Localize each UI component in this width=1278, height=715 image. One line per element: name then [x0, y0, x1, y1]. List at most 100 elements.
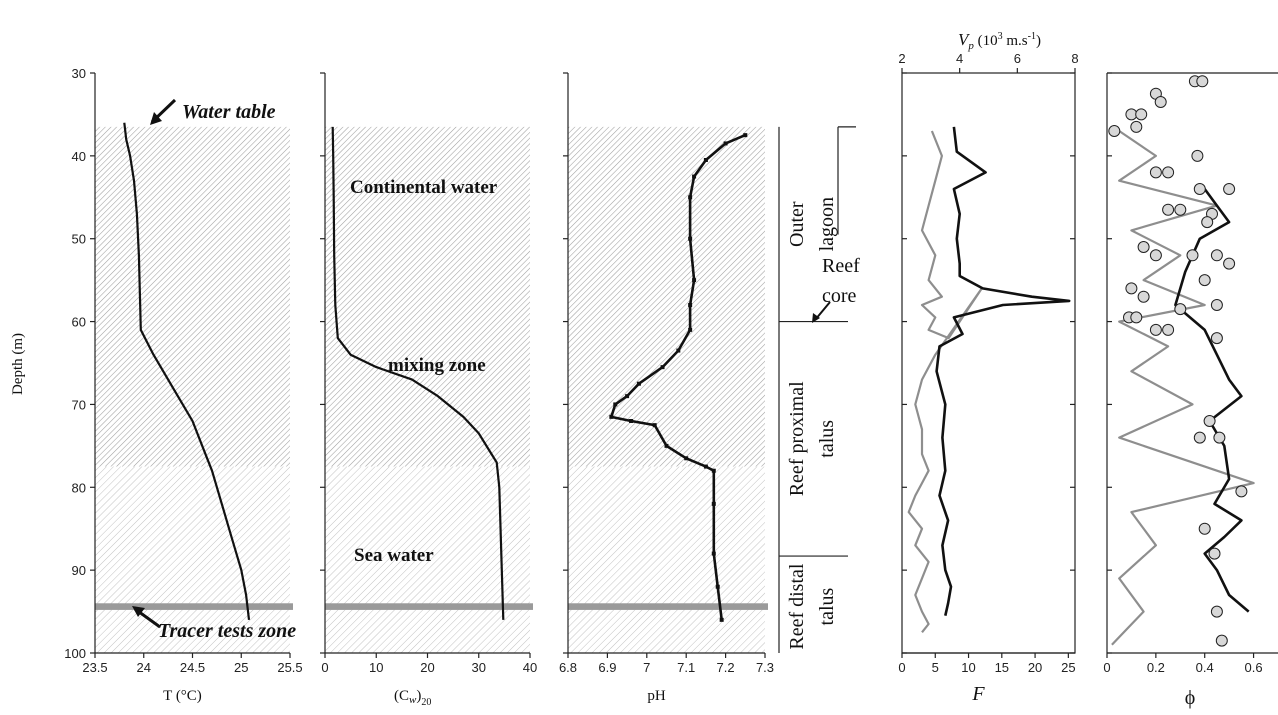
- phi-circle-point: [1108, 125, 1121, 137]
- zone-sea-water: [568, 466, 765, 653]
- ph-point: [676, 348, 681, 353]
- ph-point: [715, 584, 720, 589]
- ph-point: [652, 423, 657, 428]
- porosity-panel: 0 0.2 0.4 0.6 ϕ: [1103, 72, 1278, 709]
- ph-panel: 6.8 6.9 7 7.1 7.2 7.3 pH: [559, 72, 774, 704]
- x-tick-label: 0.2: [1147, 660, 1165, 675]
- tracer-tests-annotation: Tracer tests zone: [132, 606, 296, 642]
- vp-tick-label: 4: [956, 51, 963, 66]
- vp-label-unit2: m.s: [1003, 33, 1028, 49]
- phi-circle-point: [1149, 166, 1162, 179]
- phi-circle-point: [1162, 203, 1175, 216]
- tracer-tests-label: Tracer tests zone: [158, 620, 296, 642]
- vp-tick-label: 6: [1014, 51, 1021, 66]
- phi-circle-point: [1162, 323, 1175, 336]
- phi-circle-point: [1210, 332, 1223, 345]
- ph-point: [692, 278, 697, 283]
- depth-tick-label: 40: [72, 149, 86, 164]
- depth-axis-label: Depth (m): [10, 333, 26, 395]
- zone-shading: [95, 126, 293, 653]
- x-tick-label: 6.8: [559, 660, 577, 675]
- x-tick-label: 25: [234, 660, 248, 675]
- formation-axis-label: F: [971, 683, 985, 705]
- zone-shading: [568, 126, 768, 653]
- ph-point: [636, 381, 641, 386]
- facies-label: Reef distal: [786, 563, 808, 650]
- x-tick-label: 7: [643, 660, 650, 675]
- x-tick-label: 0: [321, 660, 328, 675]
- x-tick-label: 7.2: [717, 660, 735, 675]
- phi-circle-point: [1210, 605, 1223, 618]
- x-tick-label: 6.9: [598, 660, 616, 675]
- ph-point: [609, 414, 614, 419]
- formation-factor-panel: 0 5 10 15 20 25 2 4 6 8 F Vp (103 m.s-1): [898, 30, 1078, 705]
- zone-continental-mixing: [325, 126, 530, 467]
- depth-tick-label: 60: [72, 315, 86, 330]
- conductivity-label-sub: w: [409, 694, 417, 706]
- conductivity-label-sub2: 20: [421, 697, 431, 708]
- vp-line: [935, 126, 1071, 616]
- phi-circle-point: [1130, 311, 1143, 324]
- facies-label-2: lagoon: [816, 197, 838, 251]
- x-tick-label: 23.5: [82, 660, 107, 675]
- ph-point: [629, 419, 634, 423]
- phi-circle-point: [1191, 149, 1204, 162]
- ph-point: [664, 443, 669, 448]
- conductivity-panel: 0 10 20 30 40(Cw)20: [320, 72, 537, 708]
- vp-label-v: V: [958, 30, 971, 49]
- x-tick-label: 20: [420, 660, 434, 675]
- zone-tracer-band: [568, 603, 768, 610]
- phi-circle-point: [1213, 431, 1226, 444]
- phi-circle-point: [1210, 249, 1223, 262]
- phi-circle-point: [1149, 249, 1162, 262]
- ph-point: [688, 195, 693, 200]
- x-tick-label: 0.6: [1245, 660, 1263, 675]
- vp-axis-label: Vp (103 m.s-1): [958, 30, 1041, 52]
- phi-circle-point: [1137, 290, 1150, 303]
- mixing-zone-label: mixing zone: [388, 355, 486, 376]
- phi-circle-point: [1215, 634, 1228, 647]
- conductivity-label-close: ): [416, 688, 421, 704]
- vp-tick-label: 2: [898, 51, 905, 66]
- phi-circle-point: [1196, 75, 1209, 88]
- x-tick-label: 25.5: [277, 660, 302, 675]
- zone-shading: [325, 126, 533, 653]
- reef-core-label-1: Reef: [822, 255, 860, 277]
- ph-point: [719, 617, 724, 622]
- facies-label: Outer: [786, 201, 808, 247]
- ph-point: [703, 158, 708, 162]
- reef-core-label-2: core: [822, 285, 857, 307]
- ph-point: [711, 468, 716, 473]
- phi-circle-point: [1223, 257, 1236, 270]
- phi-circle-point: [1198, 522, 1211, 535]
- x-tick-label: 24: [137, 660, 151, 675]
- phi-circle-point: [1210, 299, 1223, 311]
- x-tick-label: 7.1: [677, 660, 695, 675]
- ph-point: [688, 236, 693, 241]
- phi-circle-point: [1125, 282, 1138, 295]
- ph-point: [688, 303, 693, 307]
- ph-point: [660, 365, 665, 370]
- ph-point: [625, 394, 630, 399]
- reef-core-arrow-head: [812, 313, 820, 323]
- phi-circle-point: [1154, 96, 1167, 108]
- x-tick-label: 30: [472, 660, 486, 675]
- zone-continental-mixing: [95, 126, 290, 467]
- zone-tracer-band: [325, 603, 533, 610]
- x-tick-label: 10: [961, 660, 975, 675]
- temperature-axis-label: T (°C): [163, 688, 202, 704]
- ph-point: [743, 133, 748, 138]
- vp-label-exp2: -1: [1028, 31, 1036, 42]
- facies-label-2: talus: [816, 588, 838, 626]
- ph-point: [688, 327, 693, 332]
- phi-circle-point: [1174, 203, 1187, 216]
- depth-tick-label: 100: [64, 646, 86, 661]
- phi-circle-point: [1203, 415, 1216, 427]
- porosity-axis-label: ϕ: [1185, 687, 1196, 709]
- phi-black-line: [1174, 188, 1250, 613]
- zone-sea-water: [325, 466, 530, 653]
- water-table-arrow-head: [150, 112, 162, 125]
- conductivity-axis-label: (Cw)20: [394, 688, 431, 708]
